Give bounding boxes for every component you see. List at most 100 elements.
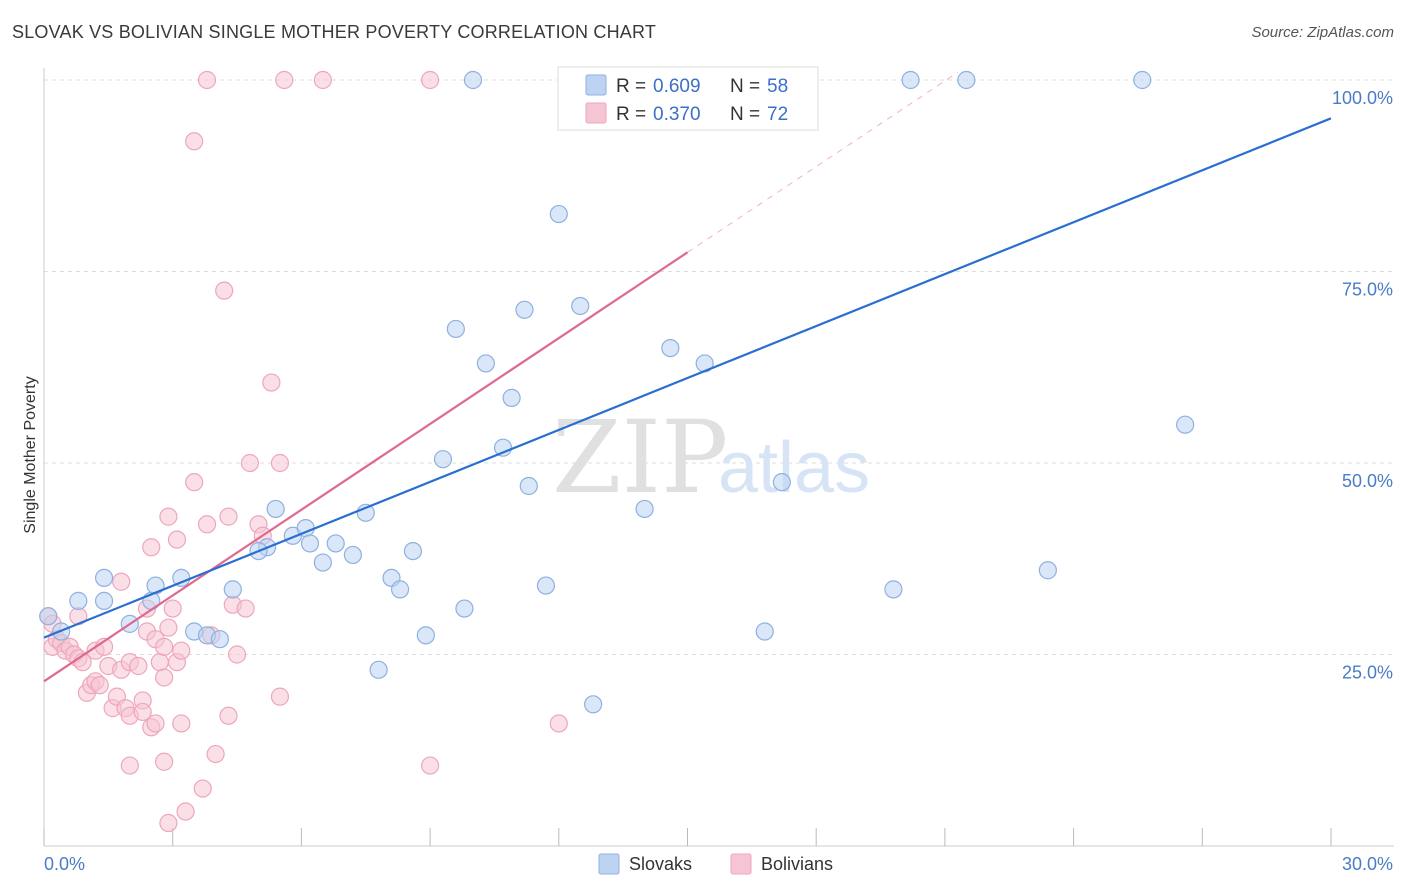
slovak-point [343,545,362,565]
slovak-point [571,296,590,316]
slovak-point [94,568,114,588]
tick-labels: 25.0% 50.0% 75.0% 100.0% 0.0% 30.0% [44,88,1393,874]
slovak-point [1176,415,1195,434]
bolivian-point [240,453,260,473]
bottom-legend-swatch-bolivians [730,853,752,875]
slovak-point [313,553,332,572]
slovak-point [416,626,435,645]
x-tick-label: 30.0% [1342,854,1393,874]
bolivian-point [167,530,187,549]
slovak-point [584,695,603,714]
bolivian-point [227,645,247,664]
legend-slovak-r-label: R = [616,76,646,97]
legend-bolivian-r-value: 0.370 [653,104,701,125]
bolivian-point [421,70,440,90]
slovak-point [635,499,654,519]
slovak-trend-line [43,117,1332,639]
bolivian-point [155,637,174,656]
slovak-point [755,622,774,641]
slovak-point [901,70,920,90]
legend-slovak-r-value: 0.609 [653,76,701,97]
bolivian-point [159,813,178,833]
slovak-point [446,319,465,339]
bolivian-point [90,676,109,695]
bolivian-point [163,599,182,618]
bolivian-points [39,70,568,833]
bolivian-point [155,668,174,687]
bolivian-point [120,756,139,775]
slovak-point [223,580,242,599]
slovak-point [403,541,423,561]
slovak-point [210,630,229,649]
y-tick-label: 25.0% [1342,663,1393,683]
grid-lines [44,79,1394,655]
legend-swatch-slovak [585,74,607,96]
bolivian-point [129,656,148,676]
slovak-point [369,660,388,679]
slovak-point [433,450,453,469]
bolivian-point [112,572,131,591]
watermark-atlas: atlas [718,428,870,508]
bolivian-point [262,373,281,392]
bolivian-point [155,752,174,771]
legend-bolivian-n-label: N = [730,104,760,125]
slovak-point [661,339,680,358]
legend-bolivian-n-value: 72 [767,104,788,125]
bolivian-trend-line [43,251,689,683]
bolivian-point [275,70,294,90]
bottom-legend-swatch-slovaks [598,853,620,875]
slovak-point [1133,70,1152,90]
slovak-point [493,438,513,457]
bolivian-point [185,132,204,151]
slovak-point [326,534,345,553]
bolivian-point [146,714,165,733]
slovak-point [519,476,538,496]
bolivian-point [197,515,217,534]
slovak-point [772,473,791,492]
axes [43,68,1394,847]
slovak-point [94,591,114,610]
bolivian-point [421,756,440,775]
bottom-legend-bolivians: Bolivians [761,854,833,874]
slovak-point [502,388,521,407]
legend-swatch-bolivian [585,102,607,124]
bolivian-point [172,641,191,660]
bolivian-point [159,618,178,637]
slovak-point [515,300,534,319]
bolivian-point [176,802,195,821]
slovak-point [455,599,474,618]
slovak-point [549,204,568,224]
bolivian-point [219,507,238,526]
slovak-points [39,70,1195,714]
bolivian-point [185,473,204,492]
bolivian-point [549,714,568,733]
legend-slovak-n-label: N = [730,76,760,97]
slovak-point [957,70,976,90]
source-label: Source: ZipAtlas.com [1251,24,1394,41]
watermark-zip: ZIP [552,399,728,516]
bolivian-point [159,507,178,526]
slovak-point [536,576,556,595]
bolivian-point [270,687,290,706]
y-tick-label: 100.0% [1332,88,1393,108]
bolivian-point [313,70,332,90]
slovak-point [476,354,495,373]
slovak-point [1038,561,1057,580]
slovak-point [463,70,483,90]
x-tick-label: 0.0% [44,854,85,874]
y-tick-label: 50.0% [1342,471,1393,491]
slovak-point [39,607,58,626]
bottom-legend: Slovaks Bolivians [598,853,833,875]
legend-bolivian-r-label: R = [616,104,646,125]
legend-slovak-n-value: 58 [767,76,788,97]
bolivian-point [206,744,225,764]
bolivian-point [219,706,238,725]
y-axis-label: Single Mother Poverty [22,376,39,533]
bolivian-point [197,70,217,90]
bolivian-point [215,281,234,300]
slovak-point [300,534,320,553]
legend: R = 0.609 N = 58 R = 0.370 N = 72 [557,66,819,131]
chart-title: SLOVAK VS BOLIVIAN SINGLE MOTHER POVERTY… [12,22,657,42]
watermark: ZIP atlas [552,399,870,516]
